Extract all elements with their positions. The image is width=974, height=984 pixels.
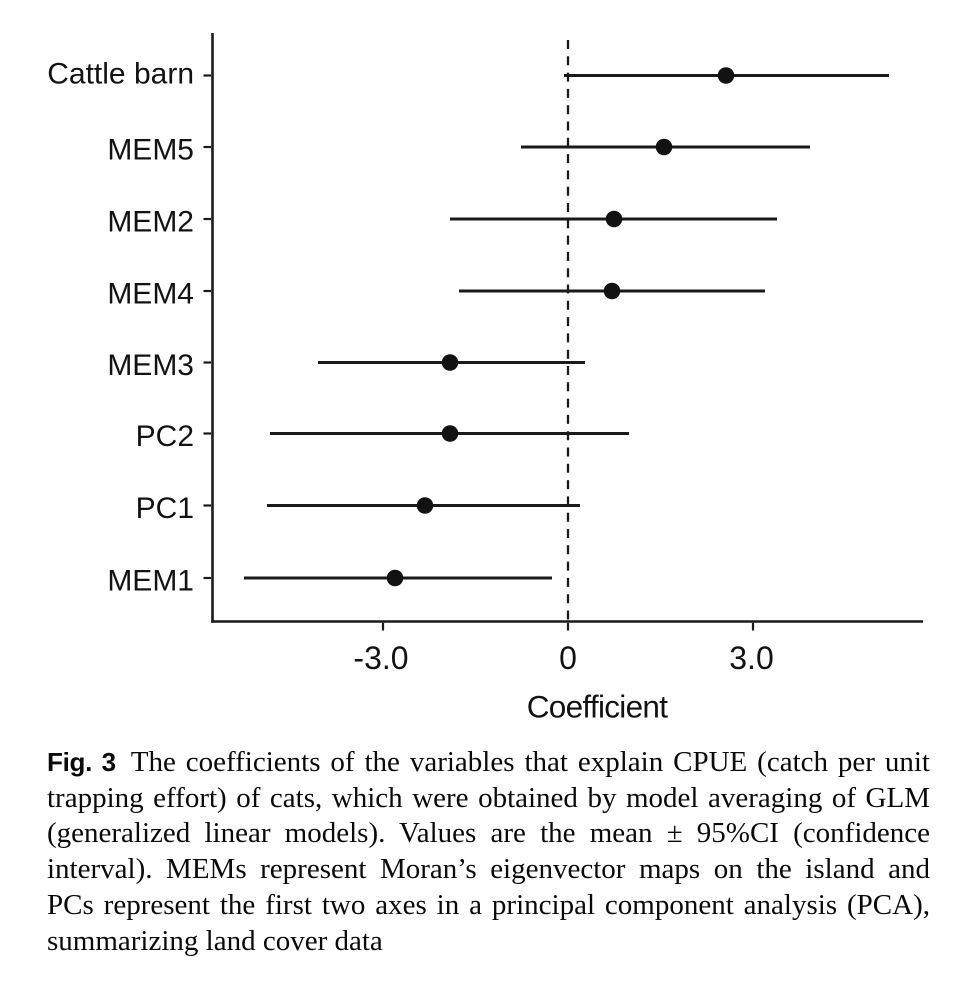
svg-text:MEM3: MEM3: [107, 349, 194, 382]
svg-text:-3.0: -3.0: [353, 640, 408, 676]
svg-text:MEM5: MEM5: [107, 134, 194, 167]
svg-text:Cattle barn: Cattle barn: [47, 58, 194, 91]
svg-text:Coefficient: Coefficient: [527, 689, 669, 725]
svg-text:3.0: 3.0: [729, 640, 773, 676]
svg-text:0: 0: [559, 640, 577, 676]
svg-text:PC2: PC2: [136, 420, 194, 453]
svg-text:MEM4: MEM4: [107, 278, 194, 311]
svg-text:MEM2: MEM2: [107, 206, 194, 239]
svg-text:MEM1: MEM1: [107, 565, 194, 598]
svg-text:PC1: PC1: [136, 492, 194, 525]
